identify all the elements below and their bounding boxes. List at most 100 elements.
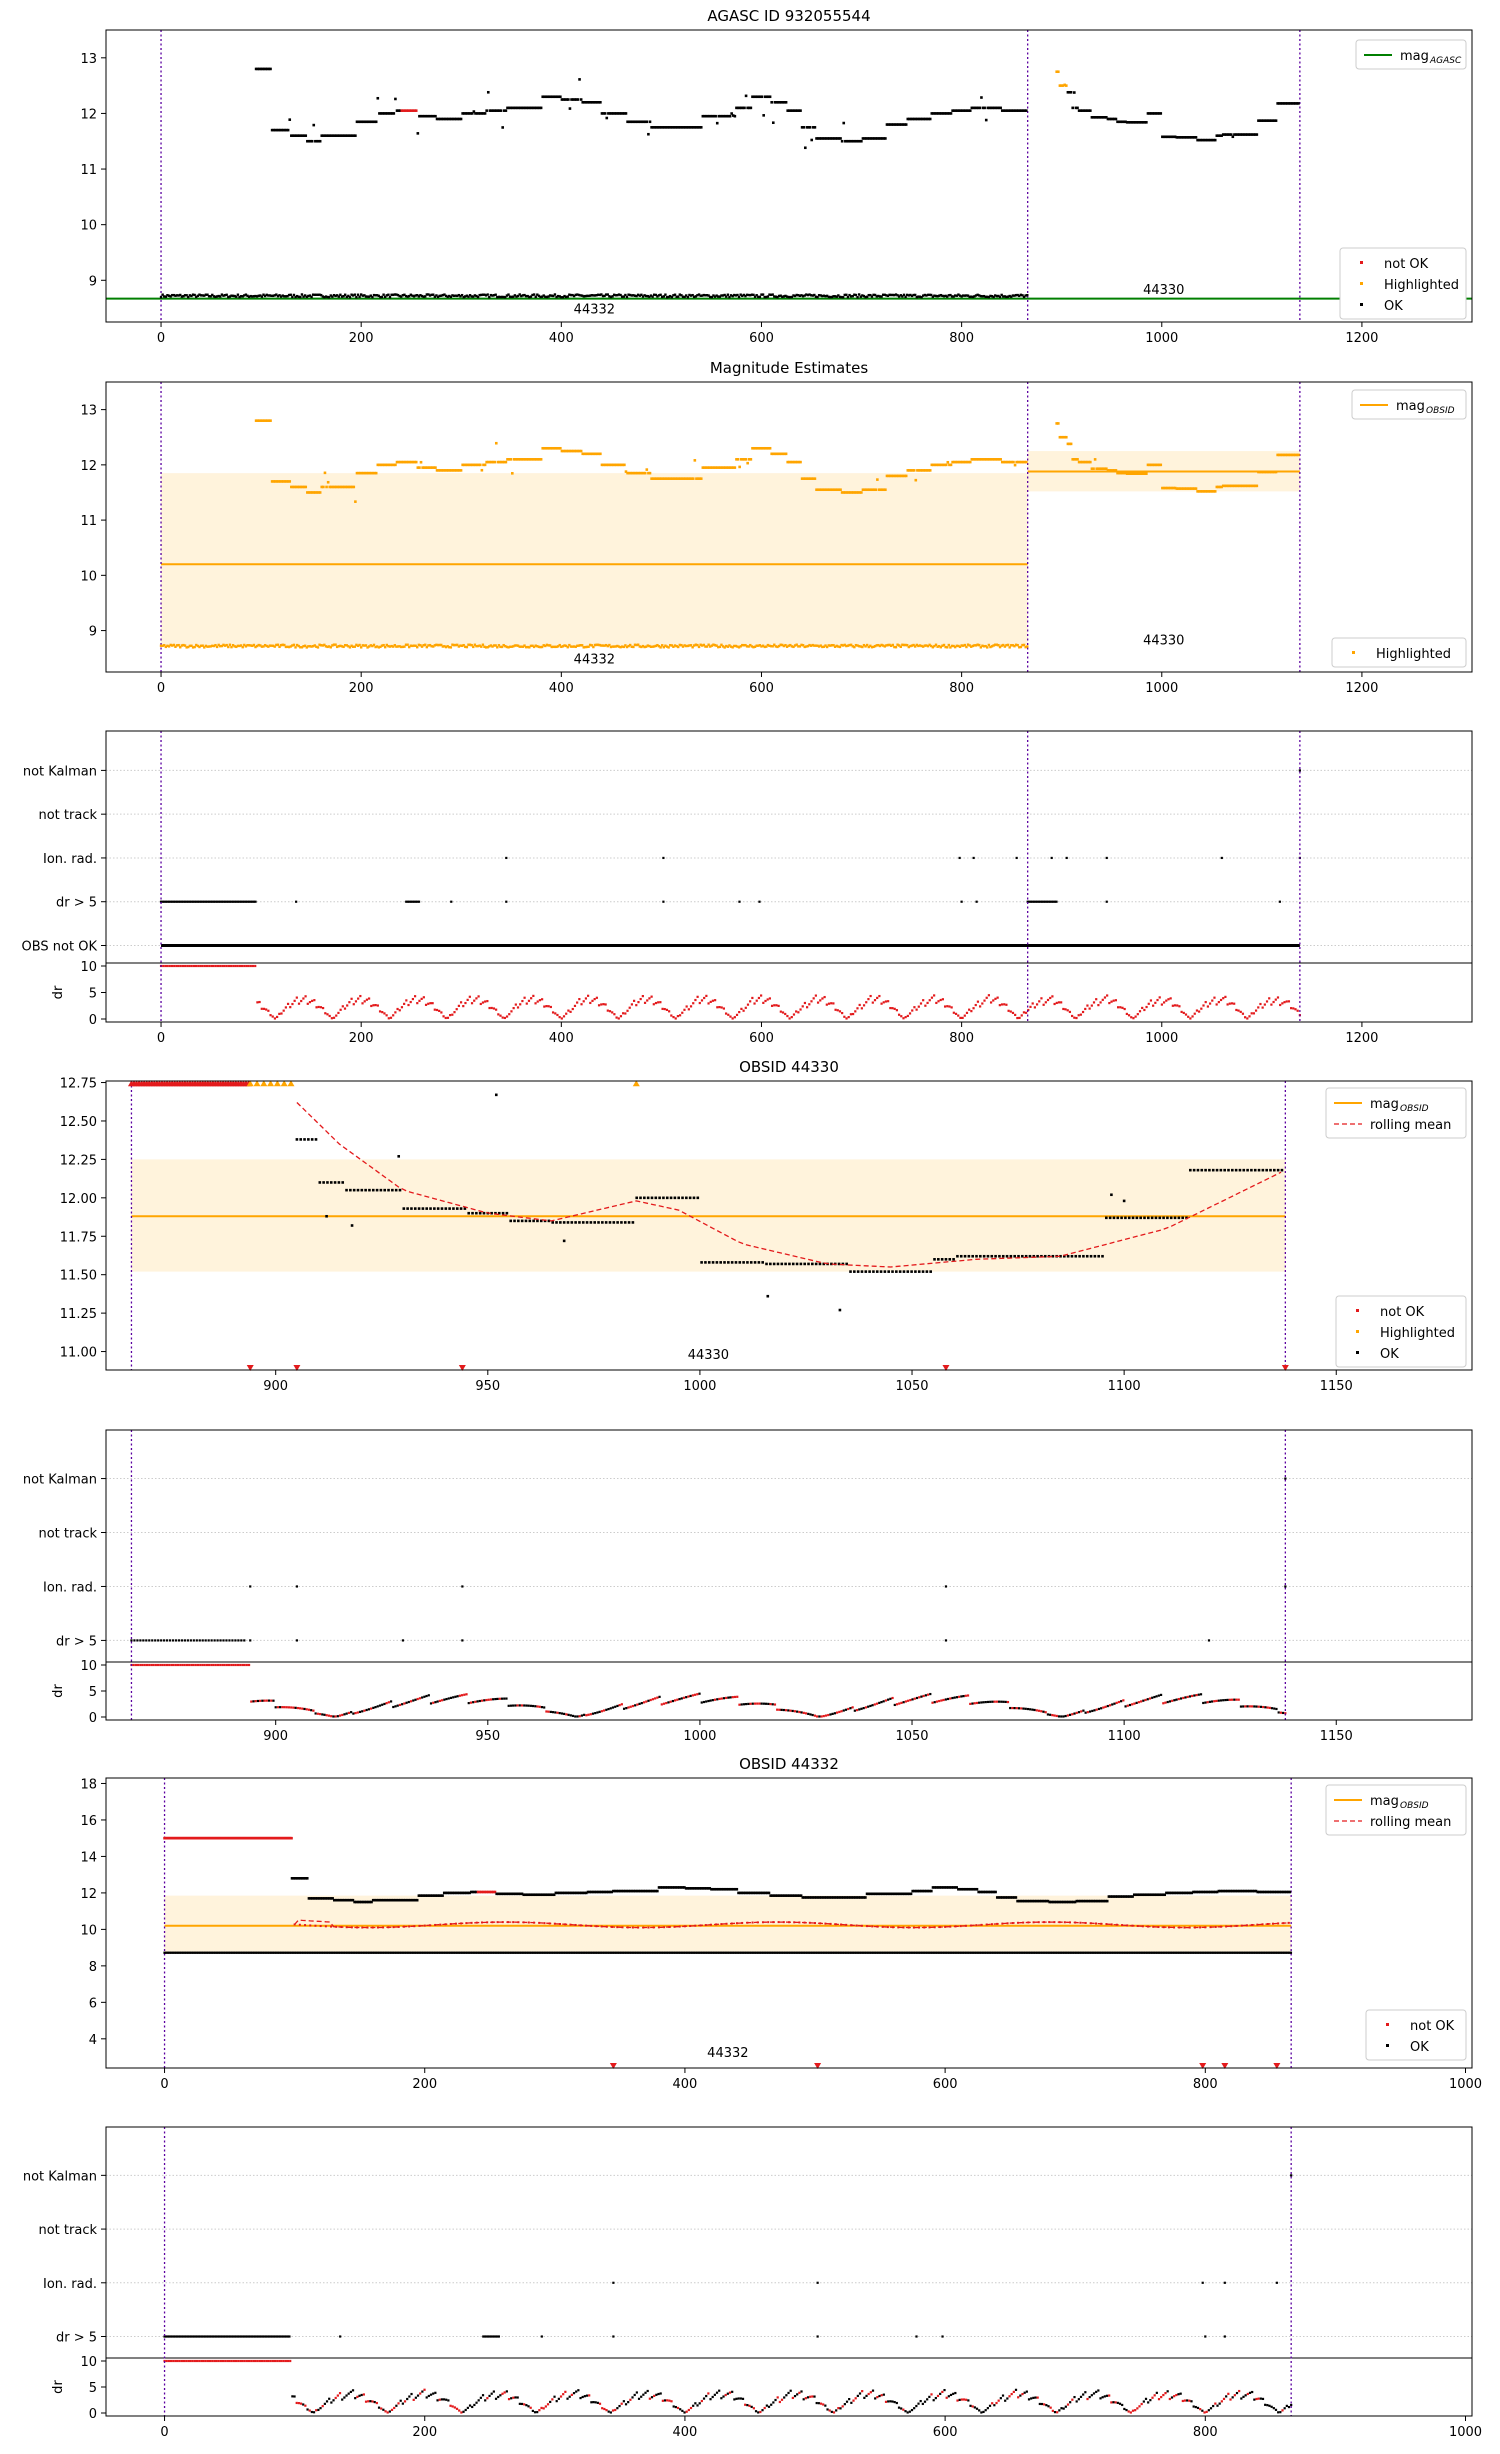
- data-point: [1065, 1715, 1067, 1717]
- data-point: [532, 1220, 535, 1223]
- data-point: [874, 488, 877, 491]
- data-point: [425, 1695, 427, 1697]
- data-point: [777, 1263, 780, 1266]
- x-tick-label: 600: [749, 681, 774, 696]
- data-point: [463, 1694, 465, 1696]
- data-point: [357, 998, 359, 1000]
- data-point: [222, 1639, 224, 1641]
- data-point: [992, 999, 994, 1001]
- data-point: [1195, 1694, 1197, 1696]
- data-point: [532, 995, 534, 997]
- data-point: [949, 1697, 951, 1699]
- data-point: [1060, 1715, 1062, 1717]
- data-point: [298, 1003, 300, 1005]
- data-point: [443, 1699, 445, 1701]
- data-point: [1106, 857, 1108, 859]
- data-point: [509, 458, 512, 461]
- data-point: [534, 1002, 536, 1004]
- y-tick-label: 13: [80, 52, 97, 67]
- data-point: [732, 1017, 734, 1019]
- data-point: [195, 1664, 197, 1666]
- data-point: [1095, 998, 1097, 1000]
- data-point: [567, 1221, 570, 1224]
- data-point: [674, 1699, 676, 1701]
- data-point: [926, 1002, 928, 1004]
- data-point: [535, 296, 537, 298]
- data-point: [577, 98, 580, 101]
- obs-label: 44332: [574, 303, 615, 318]
- data-point: [585, 1714, 587, 1716]
- data-point: [662, 857, 664, 859]
- data-point: [896, 1703, 898, 1705]
- y-tick-label: 12.50: [60, 1115, 97, 1130]
- data-point: [716, 1261, 719, 1264]
- data-point: [441, 1894, 444, 1897]
- data-point: [164, 1664, 166, 1666]
- data-point: [884, 1270, 887, 1273]
- data-point: [196, 1639, 198, 1641]
- data-point: [633, 1000, 635, 1002]
- data-point: [819, 999, 821, 1001]
- data-point: [345, 1189, 348, 1192]
- data-point: [265, 1008, 267, 1010]
- data-point: [507, 293, 509, 295]
- data-point: [976, 1702, 978, 1704]
- data-point: [860, 1708, 862, 1710]
- data-point: [397, 1155, 400, 1158]
- data-point: [985, 1701, 987, 1703]
- data-point: [762, 114, 765, 117]
- data-point: [958, 1696, 960, 1698]
- data-point: [639, 1703, 641, 1705]
- data-point: [961, 901, 963, 903]
- data-point: [307, 1003, 309, 1005]
- data-point: [607, 1010, 609, 1012]
- data-point: [1214, 490, 1217, 493]
- data-point: [169, 1639, 171, 1641]
- data-point: [1016, 857, 1018, 859]
- data-point: [133, 1639, 135, 1641]
- data-point: [379, 1704, 381, 1706]
- data-point: [234, 1639, 236, 1641]
- data-point: [1239, 1169, 1242, 1172]
- data-point: [199, 965, 201, 967]
- data-point: [570, 1221, 573, 1224]
- data-point: [750, 458, 753, 461]
- data-point: [301, 293, 303, 295]
- data-point: [1161, 1003, 1163, 1005]
- data-point: [645, 1700, 647, 1702]
- data-point: [975, 1255, 978, 1258]
- data-point: [883, 1001, 885, 1003]
- data-point: [889, 1007, 891, 1009]
- data-point: [355, 296, 357, 298]
- data-point: [971, 1702, 973, 1704]
- data-point: [252, 965, 254, 967]
- data-point: [947, 1698, 949, 1700]
- data-point: [898, 1702, 900, 1704]
- data-point: [312, 1710, 314, 1712]
- data-point: [448, 1207, 451, 1210]
- data-point: [1288, 1000, 1290, 1002]
- data-point: [750, 107, 753, 110]
- data-point: [1220, 1169, 1223, 1172]
- data-point: [648, 997, 650, 999]
- data-point: [266, 1700, 268, 1702]
- data-point: [1073, 1017, 1075, 1019]
- plot-area: [106, 731, 1472, 1022]
- data-point: [383, 1703, 385, 1705]
- data-point: [964, 1255, 967, 1258]
- data-point: [847, 1708, 849, 1710]
- data-point: [666, 1009, 668, 1011]
- data-point: [545, 1005, 547, 1007]
- data-point: [224, 1664, 226, 1666]
- data-point: [213, 965, 215, 967]
- data-point: [998, 1701, 1000, 1703]
- data-point: [905, 1016, 907, 1018]
- panel-title: OBSID 44330: [739, 1058, 839, 1076]
- data-point: [479, 464, 482, 467]
- data-point: [181, 1664, 183, 1666]
- data-point: [914, 1270, 917, 1273]
- data-point: [1010, 1255, 1013, 1258]
- data-point: [918, 1006, 920, 1008]
- data-point: [241, 965, 243, 967]
- data-point: [948, 644, 950, 646]
